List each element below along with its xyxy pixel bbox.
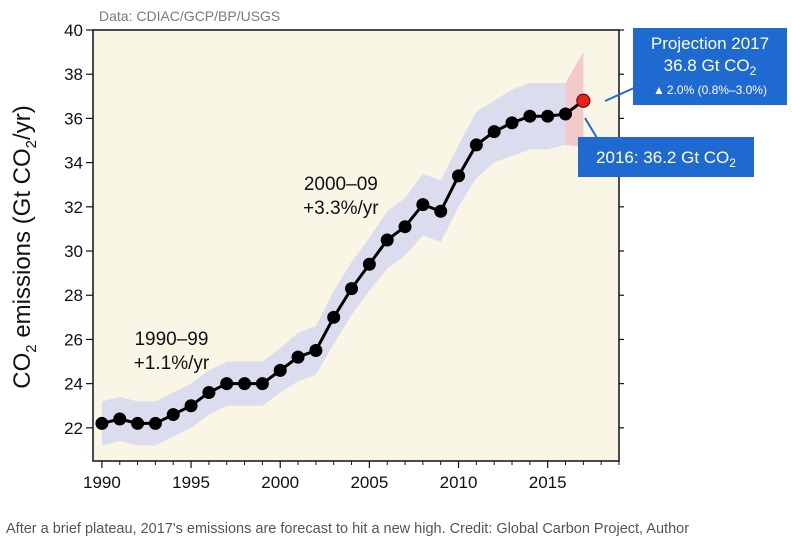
data-source: Data: CDIAC/GCP/BP/USGS [99,8,280,24]
projection-callout-change: ▲ 2.0% (0.8%–3.0%) [653,83,767,97]
data-point [345,282,359,296]
data-point [113,412,127,426]
x-tick-label: 1990 [83,473,121,492]
period-annotation: 2000–09 +3.3%/yr [303,174,379,219]
last-year-callout-leader [584,117,598,139]
data-point [166,408,180,422]
data-point [184,399,198,413]
y-tick-label: 32 [64,198,83,217]
y-tick-label: 24 [64,375,83,394]
data-point [559,107,573,121]
x-tick-label: 2010 [440,473,478,492]
projection-callout-leader [604,87,635,102]
data-point [95,416,109,430]
data-point [131,416,145,430]
data-point [291,350,305,364]
data-point [469,138,483,152]
last-year-callout-box [578,137,754,177]
data-point [148,416,162,430]
data-point [362,257,376,271]
data-point [380,233,394,247]
data-point [452,169,466,183]
y-tick-label: 40 [64,21,83,40]
x-tick-label: 2005 [350,473,388,492]
projection-callout-value: 36.8 Gt CO2 [664,56,757,78]
x-tick-label: 2015 [529,473,567,492]
y-tick-label: 22 [64,419,83,438]
data-point [273,363,287,377]
figure-caption: After a brief plateau, 2017's emissions … [6,521,690,537]
last-year-callout-label: 2016: 36.2 Gt CO2 [596,148,736,170]
y-axis-label: CO2 emissions (Gt CO2/yr) [9,105,40,388]
data-point [309,343,323,357]
data-point [523,109,537,123]
y-tick-label: 38 [64,65,83,84]
last-year-callout: 2016: 36.2 Gt CO2 [578,117,754,177]
data-point [238,377,252,391]
plot-frame [92,29,620,462]
y-tick-label: 34 [64,154,83,173]
y-tick-label: 28 [64,286,83,305]
projection-band [565,52,584,148]
data-point [416,198,430,212]
data-point [220,377,234,391]
co2-emissions-chart: Data: CDIAC/GCP/BP/USGS 1990–99 +1.1%/yr 2… [9,8,787,492]
y-tick-label: 26 [64,330,83,349]
x-tick-label: 2000 [261,473,299,492]
projection-callout-title: Projection 2017 [651,34,769,53]
period-annotation: 1990–99 +1.1%/yr [134,329,210,374]
projection-callout-box [633,28,787,105]
projection-callout: Projection 2017 36.8 Gt CO2 ▲ 2.0% (0.8%–… [604,28,787,105]
projection-point [576,93,591,108]
data-point [255,377,269,391]
uncertainty-band [101,83,566,446]
data-point [434,204,448,218]
data-point [487,125,501,139]
data-point [541,109,555,123]
y-tick-label: 30 [64,242,83,261]
data-point [505,116,519,130]
data-point [398,220,412,234]
x-tick-label: 1995 [172,473,210,492]
data-point [327,310,341,324]
up-triangle-icon: ▲ [653,83,665,97]
y-tick-label: 36 [64,109,83,128]
data-point [202,385,216,399]
